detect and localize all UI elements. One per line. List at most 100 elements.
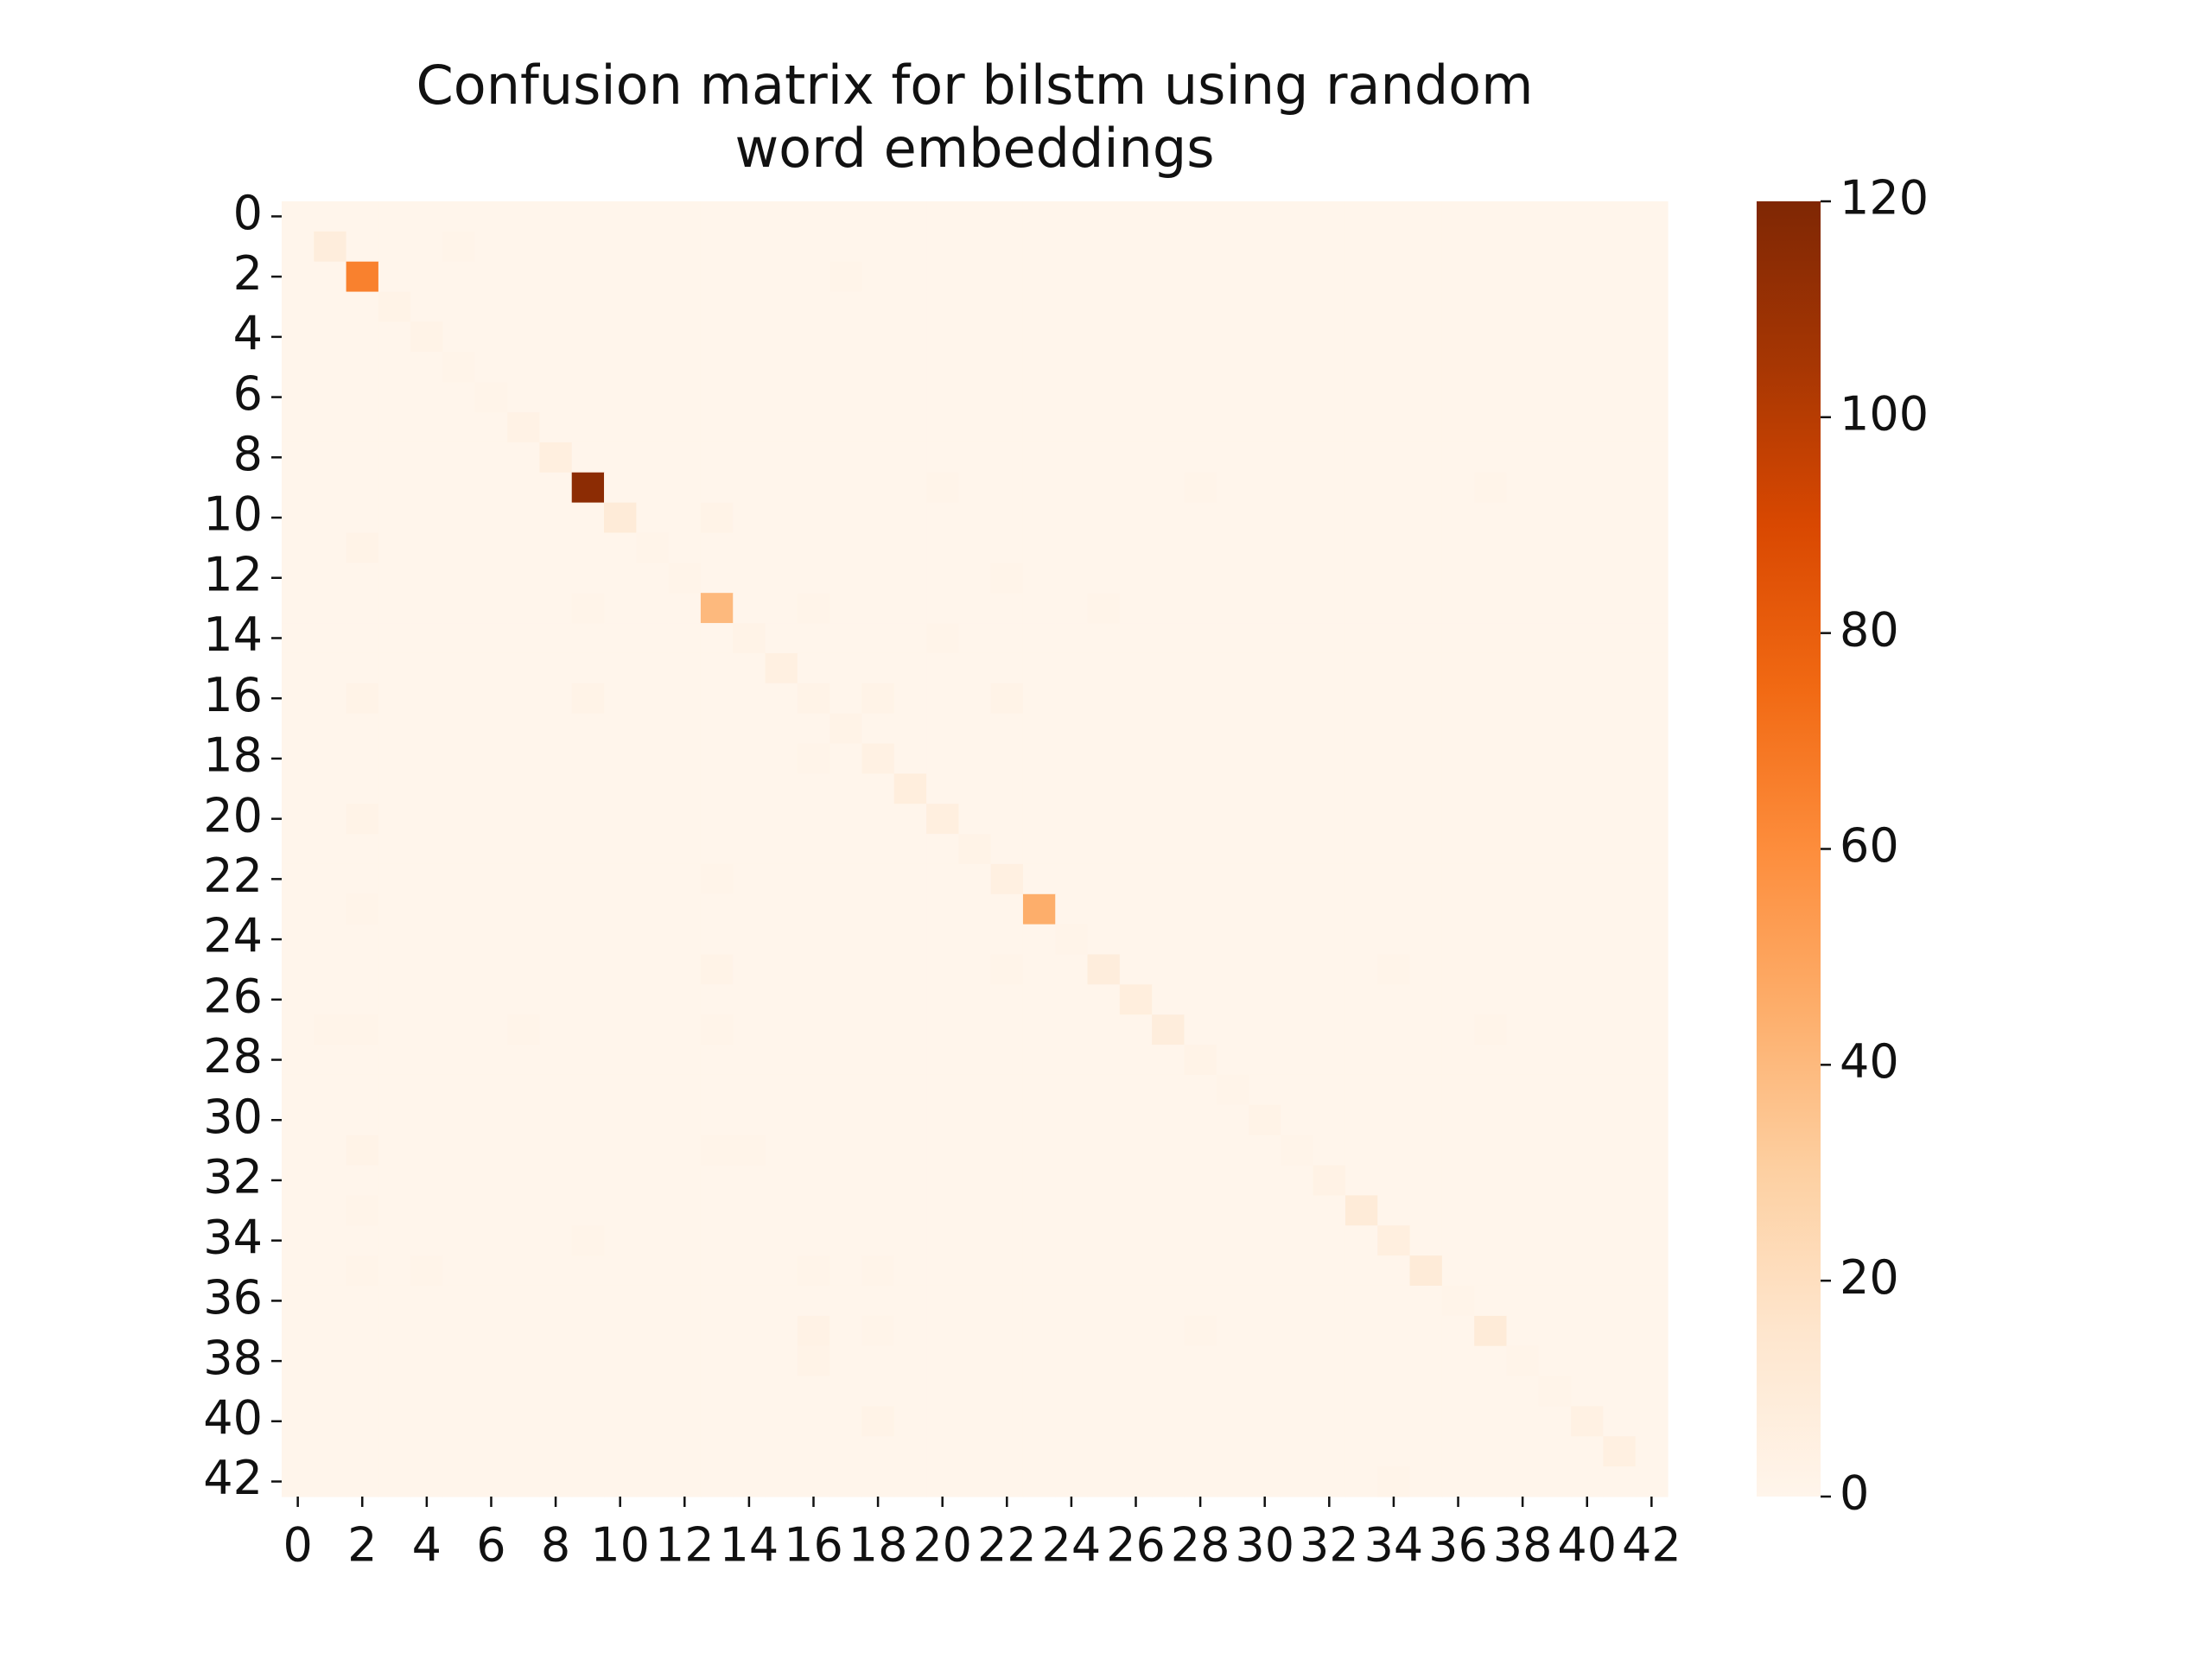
heatmap-cell	[1409, 1315, 1443, 1347]
heatmap-cell	[700, 683, 734, 715]
heatmap-cell	[1281, 1225, 1314, 1256]
heatmap-cell	[442, 893, 476, 925]
heatmap-cell	[1571, 593, 1604, 624]
heatmap-cell	[1441, 924, 1475, 956]
heatmap-cell	[442, 1285, 476, 1317]
heatmap-cell	[958, 382, 992, 413]
heatmap-cell	[1119, 1014, 1153, 1046]
heatmap-cell	[378, 1135, 411, 1166]
heatmap-cell	[604, 352, 637, 383]
heatmap-cell	[1184, 804, 1217, 835]
heatmap-cell	[410, 683, 444, 715]
heatmap-cell	[1441, 472, 1475, 504]
heatmap-cell	[893, 1195, 927, 1226]
heatmap-cell	[636, 652, 670, 684]
heatmap-cell	[926, 863, 959, 895]
heatmap-cell	[442, 683, 476, 715]
heatmap-cell	[700, 863, 734, 895]
heatmap-cell	[733, 1376, 766, 1408]
heatmap-cell	[990, 1315, 1024, 1347]
heatmap-cell	[442, 834, 476, 865]
heatmap-cell	[1635, 563, 1669, 594]
heatmap-cell	[1022, 863, 1056, 895]
heatmap-cell	[1571, 1165, 1604, 1196]
heatmap-cell	[1152, 652, 1185, 684]
heatmap-cell	[797, 1135, 830, 1166]
heatmap-cell	[1603, 834, 1637, 865]
heatmap-cell	[1152, 1195, 1185, 1226]
heatmap-cell	[1441, 1104, 1475, 1136]
heatmap-cell	[1281, 442, 1314, 474]
heatmap-cell	[668, 1406, 702, 1437]
heatmap-cell	[1313, 954, 1346, 985]
heatmap-cell	[636, 261, 670, 293]
heatmap-cell	[958, 1195, 992, 1226]
heatmap-cell	[378, 773, 411, 804]
heatmap-cell	[1474, 1195, 1508, 1226]
heatmap-cell	[1474, 893, 1508, 925]
heatmap-cell	[1603, 532, 1637, 563]
heatmap-cell	[1603, 201, 1637, 232]
heatmap-cell	[539, 1255, 573, 1287]
heatmap-cell	[668, 1285, 702, 1317]
heatmap-cell	[410, 1285, 444, 1317]
heatmap-cell	[1474, 472, 1508, 504]
heatmap-cell	[797, 1255, 830, 1287]
heatmap-cell	[926, 382, 959, 413]
heatmap-cell	[1216, 563, 1249, 594]
x-tick-label: 18	[849, 1518, 908, 1573]
heatmap-cell	[1184, 863, 1217, 895]
heatmap-cell	[604, 623, 637, 654]
heatmap-cell	[1441, 1376, 1475, 1408]
heatmap-cell	[604, 1165, 637, 1196]
heatmap-cell	[604, 382, 637, 413]
heatmap-cell	[282, 804, 315, 835]
heatmap-cell	[1055, 1376, 1089, 1408]
heatmap-cell	[1603, 352, 1637, 383]
heatmap-cell	[571, 1376, 605, 1408]
heatmap-cell	[861, 1104, 895, 1136]
heatmap-cell	[1281, 1315, 1314, 1347]
heatmap-cell	[990, 1406, 1024, 1437]
heatmap-cell	[1087, 593, 1121, 624]
heatmap-cell	[1087, 1104, 1121, 1136]
heatmap-cell	[1538, 261, 1572, 293]
heatmap-cell	[1538, 1104, 1572, 1136]
heatmap-cell	[1022, 472, 1056, 504]
heatmap-cell	[797, 231, 830, 263]
heatmap-cell	[861, 1225, 895, 1256]
heatmap-cell	[346, 1104, 379, 1136]
heatmap-cell	[1571, 442, 1604, 474]
heatmap-cell	[1635, 1195, 1669, 1226]
heatmap-cell	[797, 1045, 830, 1076]
heatmap-cell	[668, 382, 702, 413]
heatmap-cell	[1506, 743, 1540, 774]
heatmap-cell	[1022, 1255, 1056, 1287]
heatmap-cell	[1184, 1436, 1217, 1467]
heatmap-cell	[539, 1315, 573, 1347]
heatmap-cell	[1313, 1345, 1346, 1377]
heatmap-cell	[733, 773, 766, 804]
heatmap-cell	[442, 352, 476, 383]
heatmap-cell	[990, 743, 1024, 774]
heatmap-cell	[1377, 532, 1411, 563]
heatmap-cell	[1635, 804, 1669, 835]
heatmap-cell	[1603, 773, 1637, 804]
heatmap-cell	[1506, 984, 1540, 1015]
heatmap-cell	[668, 412, 702, 443]
heatmap-cell	[1249, 834, 1281, 865]
heatmap-cell	[733, 442, 766, 474]
heatmap-cell	[1441, 201, 1475, 232]
heatmap-cell	[1055, 773, 1089, 804]
heatmap-cell	[958, 652, 992, 684]
heatmap-cell	[1441, 1285, 1475, 1317]
heatmap-cell	[1087, 1255, 1121, 1287]
heatmap-cell	[1249, 984, 1281, 1015]
heatmap-cell	[1441, 984, 1475, 1015]
heatmap-cell	[1474, 863, 1508, 895]
heatmap-cell	[797, 201, 830, 232]
heatmap-cell	[410, 1014, 444, 1046]
heatmap-cell	[1152, 1436, 1185, 1467]
heatmap-cell	[507, 893, 541, 925]
heatmap-cell	[797, 713, 830, 745]
